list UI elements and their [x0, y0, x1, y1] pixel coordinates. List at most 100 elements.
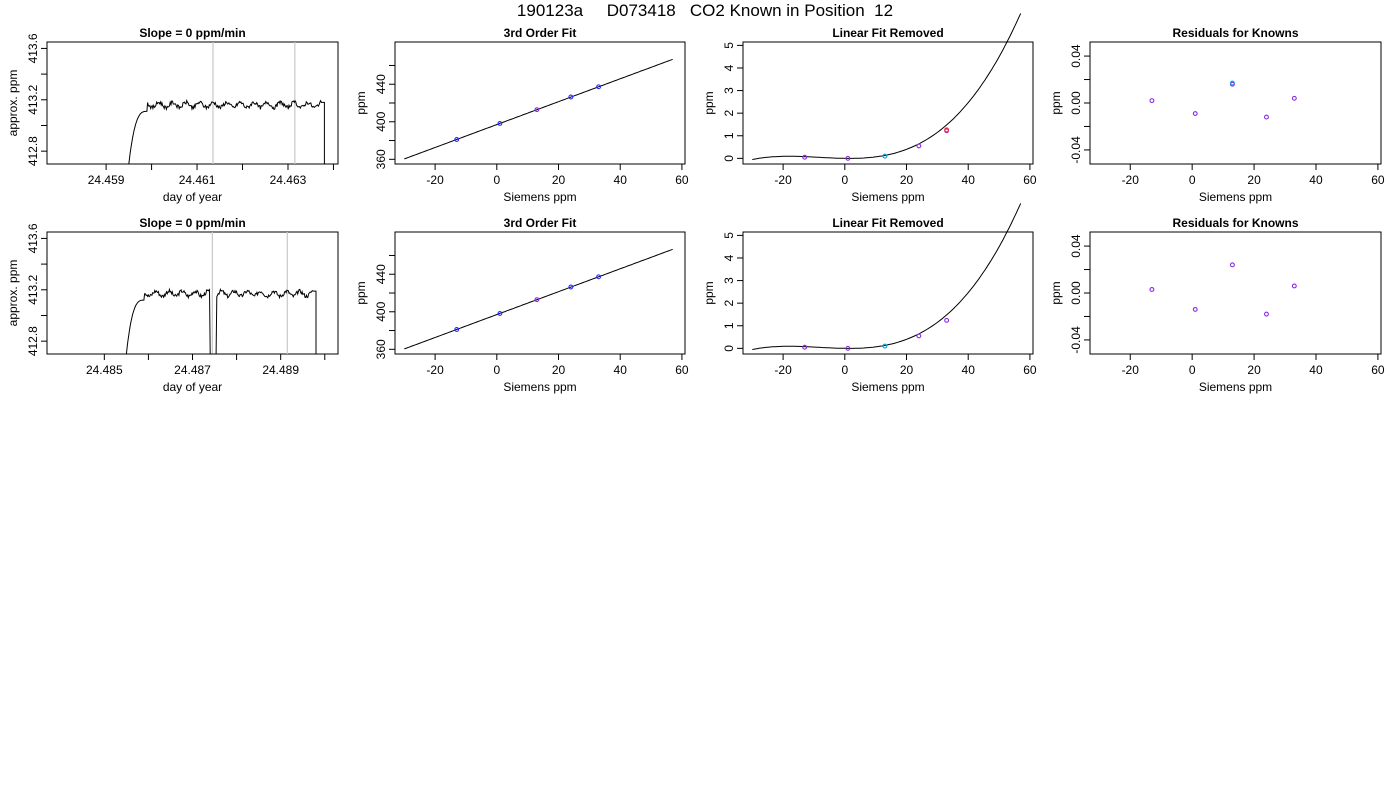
- x-tick-label: 0: [841, 363, 848, 377]
- plot-frame: [742, 231, 1034, 355]
- x-tick-label: 0: [1189, 173, 1196, 187]
- chart-r2_res: Residuals for Knowns -20 0 20 40 60 -0.04 0.00 0…: [1049, 216, 1385, 394]
- data-point: [845, 155, 851, 161]
- y-tick-label: 3: [722, 277, 736, 284]
- y-tick-label: 0.00: [1069, 91, 1083, 115]
- x-axis-label: Siemens ppm: [851, 380, 924, 394]
- x-tick-label: -20: [1122, 173, 1140, 187]
- x-tick-label: -20: [426, 363, 444, 377]
- data-point: [802, 344, 808, 350]
- data-point: [1192, 306, 1198, 312]
- x-tick-label: 40: [614, 173, 628, 187]
- data-point: [454, 137, 460, 142]
- y-tick-label: 0.04: [1069, 234, 1083, 258]
- y-tick-label: 0: [722, 345, 736, 352]
- x-axis-label: Siemens ppm: [851, 190, 924, 204]
- data-point: [596, 84, 602, 90]
- data-point: [1291, 95, 1297, 101]
- y-tick-label: 440: [374, 74, 388, 94]
- y-axis-label: approx. ppm: [6, 260, 20, 327]
- chart-r2_lin: Linear Fit Removed -20 0 20 40 60 0 1 2 3 4 5 Siemen…: [702, 203, 1037, 394]
- x-tick-label: -20: [1122, 363, 1140, 377]
- y-tick-label: 413.2: [26, 274, 40, 304]
- x-tick-label: 60: [1023, 363, 1037, 377]
- x-axis-label: day of year: [163, 190, 222, 204]
- x-tick-label: 24.463: [270, 173, 307, 187]
- chart-title: 3rd Order Fit: [504, 216, 577, 230]
- x-tick-label: 60: [1371, 173, 1385, 187]
- y-tick-label: 360: [374, 339, 388, 359]
- data-point: [845, 345, 851, 351]
- data-point: [1291, 283, 1297, 289]
- data-point: [1264, 114, 1269, 120]
- chart-r2_trace: Slope = 0 ppm/min 24.485 24.487 24.489 412.8…: [6, 216, 339, 394]
- y-tick-label: 412.8: [26, 136, 40, 166]
- data-point: [882, 153, 888, 159]
- y-tick-label: 0.00: [1069, 281, 1083, 305]
- x-tick-label: 24.489: [262, 363, 299, 377]
- x-tick-label: 60: [1023, 173, 1037, 187]
- chart-title: Residuals for Knowns: [1172, 216, 1298, 230]
- y-axis-label: ppm: [1049, 281, 1063, 304]
- chart-r1_lin: Linear Fit Removed -20 0 20 40 60 0 1 2 3 4 5 Siemen…: [702, 13, 1037, 204]
- data-point: [944, 127, 950, 133]
- x-axis-label: Siemens ppm: [1199, 190, 1272, 204]
- x-tick-label: 40: [1309, 173, 1323, 187]
- y-tick-label: 0.04: [1069, 44, 1083, 68]
- x-tick-label: 20: [552, 173, 566, 187]
- y-axis-label: ppm: [702, 91, 716, 114]
- y-tick-label: 413.6: [26, 223, 40, 253]
- data-point: [944, 317, 950, 323]
- y-tick-label: 440: [374, 264, 388, 284]
- data-point: [1229, 80, 1235, 86]
- x-tick-label: 0: [493, 173, 500, 187]
- y-tick-label: -0.04: [1069, 326, 1083, 354]
- plot-frame: [394, 41, 686, 165]
- x-tick-label: 24.461: [179, 173, 216, 187]
- x-tick-label: 24.487: [174, 363, 211, 377]
- x-tick-label: 20: [900, 363, 914, 377]
- y-axis-label: ppm: [1049, 91, 1063, 114]
- data-point: [1264, 311, 1269, 317]
- x-tick-label: 20: [1247, 173, 1261, 187]
- series-line: [125, 287, 317, 355]
- series-line: [128, 98, 325, 165]
- x-tick-label: -20: [774, 173, 792, 187]
- chart-title: Residuals for Knowns: [1172, 26, 1298, 40]
- y-tick-label: 413.2: [26, 84, 40, 114]
- y-axis-label: ppm: [702, 281, 716, 304]
- x-tick-label: 40: [962, 363, 976, 377]
- y-tick-label: 360: [374, 149, 388, 169]
- y-tick-label: 5: [722, 232, 736, 239]
- chart-r1_fit: 3rd Order Fit -20 0 20 40 60 360 400 440 Siemens …: [354, 26, 689, 204]
- x-tick-label: 0: [1189, 363, 1196, 377]
- page-title: 190123a D073418 CO2 Known in Position 12: [516, 1, 894, 20]
- data-point: [497, 311, 503, 316]
- chart-title: Slope = 0 ppm/min: [139, 26, 245, 40]
- data-point: [568, 94, 574, 100]
- chart-title: 3rd Order Fit: [504, 26, 577, 40]
- x-tick-label: 0: [841, 173, 848, 187]
- data-point: [1149, 287, 1155, 292]
- y-tick-label: 413.6: [26, 33, 40, 63]
- y-tick-label: 412.8: [26, 326, 40, 356]
- x-tick-label: -20: [774, 363, 792, 377]
- data-point: [497, 121, 503, 126]
- y-axis-label: ppm: [354, 91, 368, 114]
- x-tick-label: 20: [1247, 363, 1261, 377]
- x-tick-label: 60: [675, 363, 689, 377]
- chart-r1_trace: Slope = 0 ppm/min 24.459 24.461 24.463 412.8…: [6, 26, 339, 204]
- y-tick-label: 4: [722, 254, 736, 261]
- y-tick-label: 4: [722, 64, 736, 71]
- plot-frame: [394, 231, 686, 355]
- x-tick-label: 24.485: [86, 363, 123, 377]
- y-tick-label: 400: [374, 111, 388, 131]
- data-point: [454, 327, 460, 332]
- chart-r1_res: Residuals for Knowns -20 0 20 40 60 -0.04 0.00 0…: [1049, 26, 1385, 204]
- data-point: [568, 284, 574, 290]
- x-axis-label: Siemens ppm: [503, 190, 576, 204]
- data-point: [802, 154, 808, 160]
- data-point: [534, 107, 540, 113]
- x-tick-label: 40: [962, 173, 976, 187]
